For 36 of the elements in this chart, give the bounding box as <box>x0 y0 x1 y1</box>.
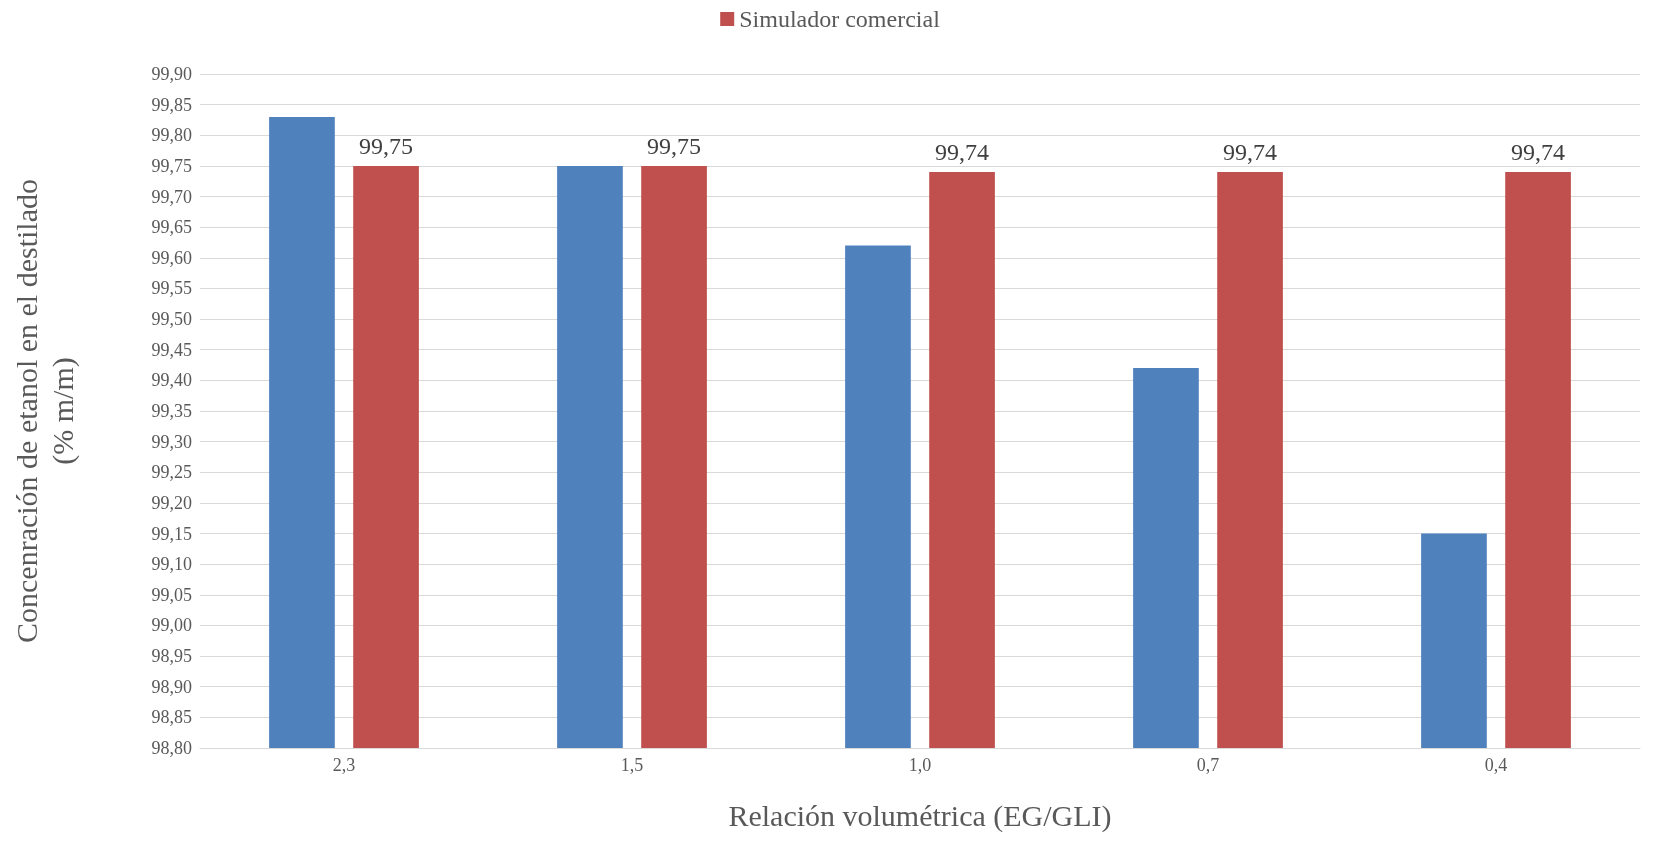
y-tick-label: 98,80 <box>151 738 192 758</box>
y-tick-label: 99,30 <box>151 431 192 452</box>
y-tick-label: 99,55 <box>151 278 192 299</box>
y-tick-label: 99,60 <box>151 247 192 268</box>
y-tick-label: 99,00 <box>151 615 192 636</box>
data-label: 99,74 <box>935 139 990 166</box>
y-tick-label: 98,90 <box>151 676 192 697</box>
y-tick-label: 99,10 <box>151 554 192 575</box>
y-tick-label: 99,65 <box>151 217 192 238</box>
y-tick-label: 99,40 <box>151 370 192 391</box>
legend-label: Simulador comercial <box>739 6 941 32</box>
y-tick-label: 99,90 <box>151 64 192 84</box>
y-tick-label: 99,20 <box>151 492 192 513</box>
x-axis-title: Relación volumétrica (EG/GLI) <box>728 798 1112 833</box>
x-tick-label: 0,4 <box>1484 755 1508 775</box>
y-tick-label: 99,05 <box>151 584 192 605</box>
x-tick-label: 1,5 <box>620 755 644 775</box>
data-label: 99,75 <box>647 132 702 159</box>
x-tick-label: 1,0 <box>908 755 932 775</box>
y-tick-label: 99,70 <box>151 186 192 207</box>
x-tick-label: 2,3 <box>332 755 356 775</box>
data-label: 99,74 <box>1223 139 1278 166</box>
y-tick-label: 99,15 <box>151 523 192 544</box>
y-tick-label: 98,95 <box>151 646 192 667</box>
y-tick-label: 99,50 <box>151 309 192 330</box>
y-tick-label: 99,25 <box>151 462 192 483</box>
y-axis-title: Concenración de etanol en el destilado (% m/m) <box>9 179 80 643</box>
y-tick-label: 99,80 <box>151 125 192 146</box>
data-label: 99,75 <box>359 132 414 159</box>
y-tick-label: 99,35 <box>151 401 192 421</box>
y-tick-label: 99,85 <box>151 94 192 115</box>
x-tick-label: 0,7 <box>1196 755 1220 775</box>
y-tick-label: 99,75 <box>151 155 192 176</box>
y-tick-label: 99,45 <box>151 339 192 360</box>
y-tick-label: 98,85 <box>151 707 192 728</box>
data-label: 99,74 <box>1511 139 1566 166</box>
